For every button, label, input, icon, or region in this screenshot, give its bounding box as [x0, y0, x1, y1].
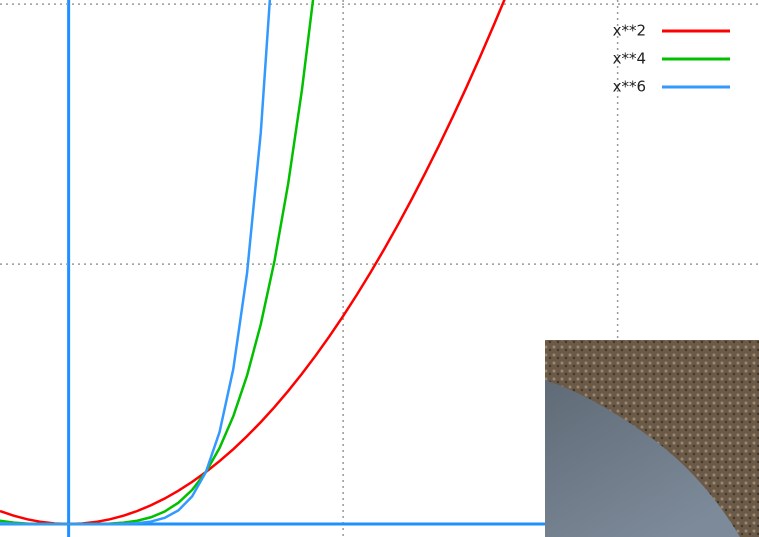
- plot-area: [0, 0, 506, 526]
- series-line: [0, 0, 506, 526]
- legend-label: x**2: [613, 22, 646, 40]
- legend-label: x**4: [613, 50, 646, 68]
- series-line: [0, 0, 315, 526]
- photo-inset: [545, 340, 759, 537]
- legend-label: x**6: [613, 78, 646, 96]
- legend: x**2 x**4 x**6: [613, 22, 730, 96]
- series-line: [0, 0, 272, 526]
